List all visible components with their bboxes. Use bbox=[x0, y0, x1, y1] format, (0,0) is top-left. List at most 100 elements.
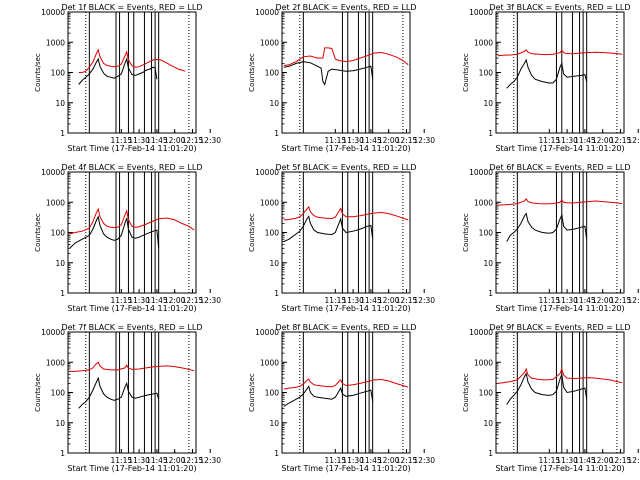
y-tick-label: 1 bbox=[488, 289, 493, 298]
y-tick-label: 1 bbox=[274, 289, 279, 298]
x-tick-label: 12:30 bbox=[627, 136, 640, 145]
x-tick-label: 11:30 bbox=[342, 456, 364, 465]
panel-det-4: Det 4f BLACK = Events, RED = LLD 1 10 100 10… bbox=[34, 163, 221, 313]
plot-frame bbox=[67, 11, 197, 134]
y-axis-label: Counts/sec bbox=[34, 53, 42, 92]
y-axis-label: Counts/sec bbox=[462, 213, 470, 252]
y-axis-label: Counts/sec bbox=[462, 53, 470, 92]
x-axis-label: Start Time (17-Feb-14 11:01:20) bbox=[281, 144, 410, 153]
x-tick-label: 12:30 bbox=[413, 136, 435, 145]
y-tick-label: 1000 bbox=[46, 38, 65, 47]
panel-det-2: Det 2f BLACK = Events, RED = LLD 1 10 100 10… bbox=[248, 3, 435, 153]
x-tick-label: 11:15 bbox=[325, 456, 347, 465]
x-tick-label: 12:00 bbox=[164, 136, 186, 145]
x-tick-label: 11:15 bbox=[539, 296, 561, 305]
x-tick-label: 11:15 bbox=[111, 456, 133, 465]
x-tick-label: 11:30 bbox=[556, 456, 578, 465]
y-axis-label: Counts/sec bbox=[462, 373, 470, 412]
x-axis-label: Start Time (17-Feb-14 11:01:20) bbox=[495, 304, 624, 313]
series-events-line bbox=[506, 372, 588, 405]
y-tick-label: 10 bbox=[269, 419, 279, 428]
y-tick-label: 10 bbox=[55, 419, 65, 428]
y-tick-label: 100 bbox=[265, 389, 280, 398]
y-tick-label: 100 bbox=[479, 229, 494, 238]
x-tick-label: 12:30 bbox=[199, 456, 221, 465]
x-tick-label: 11:15 bbox=[111, 136, 133, 145]
y-tick-label: 10000 bbox=[469, 168, 493, 177]
x-axis-label: Start Time (17-Feb-14 11:01:20) bbox=[281, 464, 410, 473]
x-axis-label: Start Time (17-Feb-14 11:01:20) bbox=[67, 304, 196, 313]
panel-det-3: Det 3f BLACK = Events, RED = LLD 1 10 100 10… bbox=[462, 3, 640, 153]
x-tick-label: 11:30 bbox=[342, 136, 364, 145]
x-tick-label: 12:00 bbox=[592, 456, 614, 465]
x-tick-label: 11:45 bbox=[574, 136, 596, 145]
panel-det-7: Det 7f BLACK = Events, RED = LLD 1 10 100 10… bbox=[34, 323, 221, 473]
panel-det-6: Det 6f BLACK = Events, RED = LLD 1 10 100 10… bbox=[462, 163, 640, 313]
y-axis-label: Counts/sec bbox=[248, 373, 256, 412]
y-tick-label: 10000 bbox=[41, 328, 65, 337]
x-tick-label: 12:00 bbox=[592, 296, 614, 305]
y-tick-label: 1 bbox=[488, 449, 493, 458]
plot-frame bbox=[495, 331, 625, 454]
series-lld-line bbox=[283, 47, 409, 66]
x-tick-label: 11:45 bbox=[146, 296, 168, 305]
panel-title: Det 4f BLACK = Events, RED = LLD bbox=[61, 163, 202, 172]
x-axis-label: Start Time (17-Feb-14 11:01:20) bbox=[67, 144, 196, 153]
x-tick-label: 12:30 bbox=[627, 296, 640, 305]
y-tick-label: 10 bbox=[269, 99, 279, 108]
y-tick-label: 10 bbox=[55, 99, 65, 108]
y-tick-label: 100 bbox=[51, 389, 66, 398]
x-tick-label: 12:15 bbox=[182, 456, 204, 465]
x-axis-label: Start Time (17-Feb-14 11:01:20) bbox=[67, 464, 196, 473]
y-tick-label: 10 bbox=[55, 259, 65, 268]
x-tick-label: 11:30 bbox=[128, 456, 150, 465]
x-tick-label: 11:45 bbox=[146, 456, 168, 465]
panel-title: Det 6f BLACK = Events, RED = LLD bbox=[489, 163, 630, 172]
y-tick-label: 1000 bbox=[474, 358, 493, 367]
plot-frame bbox=[67, 171, 197, 294]
x-tick-label: 12:30 bbox=[199, 136, 221, 145]
series-lld-line bbox=[497, 197, 623, 206]
y-tick-label: 100 bbox=[265, 229, 280, 238]
y-tick-label: 10 bbox=[483, 419, 493, 428]
x-tick-label: 12:30 bbox=[627, 456, 640, 465]
x-axis-label: Start Time (17-Feb-14 11:01:20) bbox=[495, 464, 624, 473]
x-tick-label: 12:15 bbox=[182, 136, 204, 145]
x-tick-label: 12:00 bbox=[592, 136, 614, 145]
x-tick-label: 11:15 bbox=[325, 296, 347, 305]
x-axis-label: Start Time (17-Feb-14 11:01:20) bbox=[281, 304, 410, 313]
series-lld-line bbox=[497, 49, 623, 57]
x-tick-label: 11:45 bbox=[146, 136, 168, 145]
y-tick-label: 100 bbox=[265, 69, 280, 78]
x-tick-label: 12:30 bbox=[413, 296, 435, 305]
plot-frame bbox=[495, 11, 625, 134]
x-tick-label: 12:15 bbox=[610, 136, 632, 145]
x-tick-label: 12:15 bbox=[610, 456, 632, 465]
x-tick-label: 12:00 bbox=[378, 136, 400, 145]
series-events-line bbox=[283, 61, 374, 86]
y-tick-label: 1000 bbox=[474, 38, 493, 47]
panel-title: Det 3f BLACK = Events, RED = LLD bbox=[489, 3, 630, 12]
x-tick-label: 12:00 bbox=[378, 456, 400, 465]
y-tick-label: 10000 bbox=[255, 168, 279, 177]
y-tick-label: 10000 bbox=[255, 8, 279, 17]
y-tick-label: 1 bbox=[60, 129, 65, 138]
y-tick-label: 1 bbox=[60, 289, 65, 298]
panel-title: Det 7f BLACK = Events, RED = LLD bbox=[61, 323, 202, 332]
y-axis-label: Counts/sec bbox=[248, 53, 256, 92]
y-axis-label: Counts/sec bbox=[248, 213, 256, 252]
series-lld-line bbox=[283, 205, 409, 221]
panel-det-8: Det 8f BLACK = Events, RED = LLD 1 10 100 10… bbox=[248, 323, 435, 473]
panel-title: Det 2f BLACK = Events, RED = LLD bbox=[275, 3, 416, 12]
panel-det-9: Det 9f BLACK = Events, RED = LLD 1 10 100 10… bbox=[462, 323, 640, 473]
x-tick-label: 11:30 bbox=[128, 136, 150, 145]
y-tick-label: 1 bbox=[274, 129, 279, 138]
y-tick-label: 1 bbox=[60, 449, 65, 458]
plot-frame bbox=[281, 331, 411, 454]
series-events-line bbox=[69, 215, 160, 249]
panel-det-1: Det 1f BLACK = Events, RED = LLD 1 10 100 10… bbox=[34, 3, 221, 153]
plot-frame bbox=[67, 331, 197, 454]
panel-title: Det 1f BLACK = Events, RED = LLD bbox=[61, 3, 202, 12]
x-axis-label: Start Time (17-Feb-14 11:01:20) bbox=[495, 144, 624, 153]
